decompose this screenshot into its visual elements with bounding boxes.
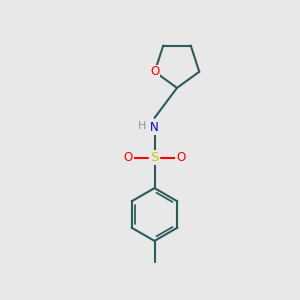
Text: O: O xyxy=(124,151,133,164)
Text: O: O xyxy=(150,65,159,78)
Text: N: N xyxy=(150,121,159,134)
Text: H: H xyxy=(138,121,146,131)
Text: O: O xyxy=(176,151,185,164)
Text: S: S xyxy=(150,151,159,164)
